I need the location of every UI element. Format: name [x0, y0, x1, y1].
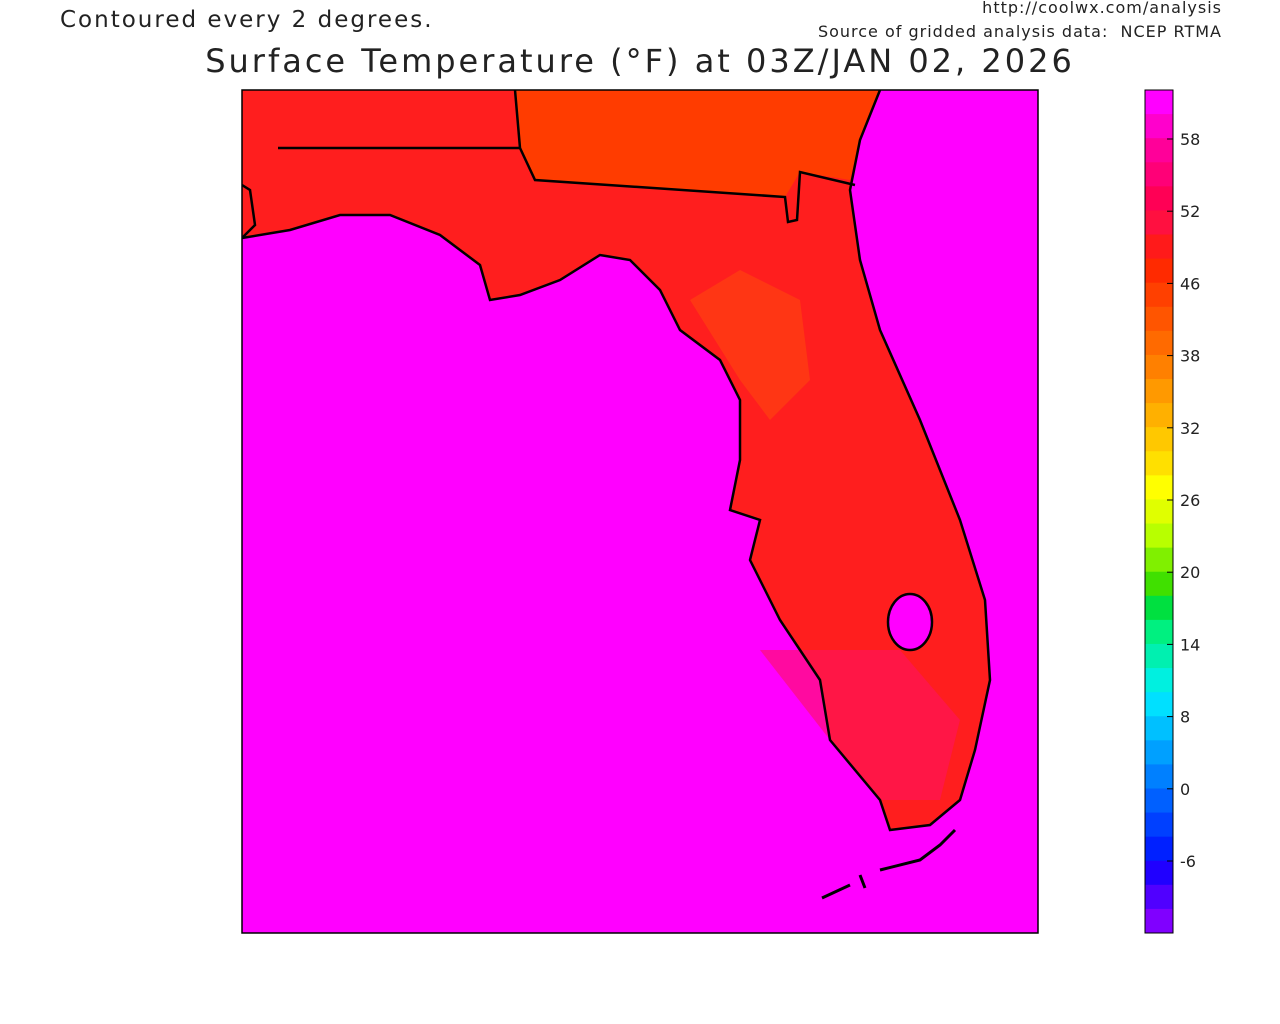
colorbar-label: 8	[1180, 708, 1190, 727]
contour-note: Contoured every 2 degrees.	[60, 7, 434, 33]
colorbar-band	[1145, 475, 1173, 500]
colorbar-label: 0	[1180, 780, 1190, 799]
colorbar-band	[1145, 571, 1173, 597]
colorbar-band	[1145, 499, 1173, 525]
colorbar-band	[1145, 162, 1173, 187]
state-border	[242, 90, 856, 239]
colorbar-label: 46	[1180, 274, 1200, 293]
colorbar-band	[1145, 403, 1173, 428]
colorbar-band	[1145, 354, 1173, 380]
colorbar-frame	[1144, 89, 1174, 934]
colorbar-band	[1145, 306, 1173, 332]
colorbar-label: 52	[1180, 202, 1200, 221]
colorbar-label: 26	[1180, 491, 1200, 510]
land	[242, 90, 990, 830]
coastline	[242, 90, 992, 832]
colorbar-label: -6	[1180, 852, 1196, 871]
colorbar-band	[1145, 860, 1173, 886]
colorbar-band	[1145, 788, 1173, 814]
colorbar-band	[1145, 114, 1173, 139]
map-title: Surface Temperature (°F) at 03Z/JAN 02, …	[205, 42, 1075, 80]
colorbar-band	[1145, 186, 1173, 211]
source-note: Source of gridded analysis data: NCEP RT…	[818, 22, 1222, 41]
colorbar-band	[1145, 908, 1173, 934]
colorbar-band	[1145, 643, 1173, 669]
colorbar-band	[1145, 692, 1173, 717]
colorbar-band	[1145, 595, 1173, 621]
colorbar-band	[1145, 330, 1173, 356]
colorbar-label: 58	[1180, 130, 1200, 149]
colorbar-band	[1145, 619, 1173, 645]
warm-region	[690, 270, 810, 420]
colorbar-band	[1145, 138, 1173, 163]
map	[241, 89, 1039, 934]
colorbar-band	[1145, 282, 1173, 308]
colorbar-band	[1145, 210, 1173, 236]
florida-keys	[821, 828, 957, 900]
colorbar-label: 32	[1180, 419, 1200, 438]
colorbar-band	[1145, 716, 1173, 741]
colorbar-band	[1145, 764, 1173, 789]
warm-region	[760, 650, 960, 800]
colorbar-band	[1145, 234, 1173, 260]
colorbar-band	[1145, 836, 1173, 862]
warm-region	[515, 90, 880, 197]
colorbar-band	[1145, 451, 1173, 476]
colorbar-label: 20	[1180, 563, 1200, 582]
map-frame	[241, 89, 1039, 934]
colorbar-band	[1145, 258, 1173, 284]
colorbar-band	[1145, 427, 1173, 452]
colorbar-band	[1145, 884, 1173, 910]
colorbar-band	[1145, 379, 1173, 404]
colorbar-label: 38	[1180, 347, 1200, 366]
colorbar-label: 14	[1180, 635, 1200, 654]
source-url: http://coolwx.com/analysis	[982, 0, 1222, 17]
colorbar-band	[1145, 547, 1173, 573]
colorbar-band	[1145, 668, 1173, 693]
colorbar-band	[1145, 523, 1173, 549]
colorbar-band	[1145, 812, 1173, 838]
colorbar: 58 52 46 38 32 26 20 14 8 0 -6	[1144, 89, 1200, 934]
colorbar-band	[1145, 740, 1173, 765]
lake-okeechobee	[886, 592, 934, 652]
colorbar-band	[1145, 90, 1173, 115]
